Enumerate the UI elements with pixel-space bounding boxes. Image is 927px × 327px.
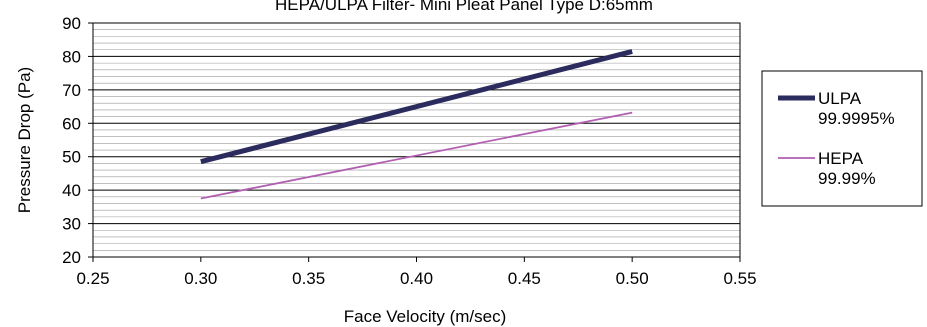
legend-label-hepa: HEPA: [818, 149, 864, 168]
x-axis-ticks: 0.25 0.30 0.35 0.40 0.45 0.50 0.55: [76, 257, 757, 288]
y-axis-label: Pressure Drop (Pa): [15, 67, 34, 213]
y-tick-label: 60: [62, 114, 81, 133]
x-axis-label: Face Velocity (m/sec): [344, 307, 507, 326]
y-tick-label: 90: [62, 14, 81, 33]
grid-lines: [93, 29, 740, 251]
plot-area-border: [92, 22, 741, 258]
x-tick-label: 0.55: [723, 269, 756, 288]
series-lines: [200, 48, 633, 200]
legend-box: [761, 70, 923, 207]
legend-label-ulpa: ULPA: [818, 89, 862, 108]
y-tick-label: 40: [62, 181, 81, 200]
y-tick-label: 50: [62, 148, 81, 167]
series-line-hepa: [200, 111, 633, 200]
y-tick-label: 70: [62, 81, 81, 100]
y-axis-ticks: 20 30 40 50 60 70 80 90: [62, 14, 93, 267]
legend-sublabel-hepa: 99.99%: [818, 169, 876, 188]
x-tick-label: 0.45: [508, 269, 541, 288]
x-tick-label: 0.40: [400, 269, 433, 288]
x-tick-label: 0.50: [616, 269, 649, 288]
y-tick-label: 20: [62, 248, 81, 267]
legend-sublabel-ulpa: 99.9995%: [818, 109, 895, 128]
y-tick-label: 30: [62, 215, 81, 234]
series-line-ulpa: [200, 48, 633, 165]
x-tick-label: 0.35: [292, 269, 325, 288]
x-tick-label: 0.25: [76, 269, 109, 288]
y-tick-label: 80: [62, 47, 81, 66]
x-tick-label: 0.30: [184, 269, 217, 288]
chart-title: HEPA/ULPA Filter- Mini Pleat Panel Type …: [275, 0, 653, 14]
